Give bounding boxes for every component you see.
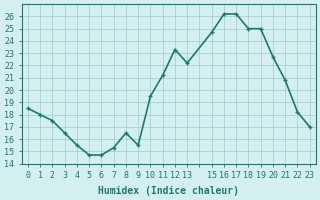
X-axis label: Humidex (Indice chaleur): Humidex (Indice chaleur): [98, 186, 239, 196]
